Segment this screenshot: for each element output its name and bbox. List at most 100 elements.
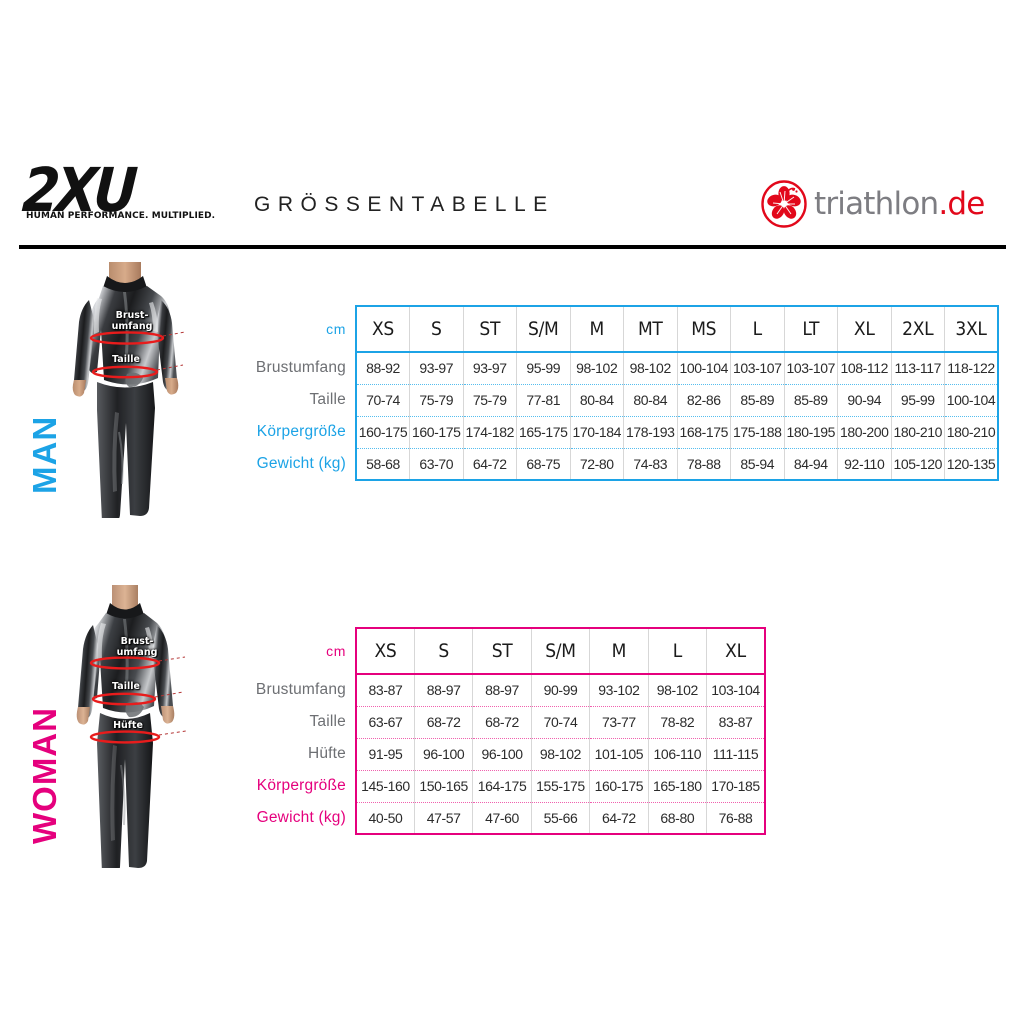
size-header-st: ST bbox=[462, 305, 517, 353]
cell-gewicht-kg-m: 72-80 bbox=[569, 447, 624, 481]
cell-taille-l: 78-82 bbox=[647, 705, 707, 738]
cell-k-rpergr-ße-xl: 170-185 bbox=[706, 769, 766, 802]
cell-k-rpergr-ße-2xl: 180-210 bbox=[890, 415, 945, 448]
size-header-xl: XL bbox=[837, 305, 891, 353]
partner-name-tld: .de bbox=[938, 186, 985, 222]
table-unit-label: cm bbox=[326, 321, 346, 337]
cell-gewicht-kg-xl: 76-88 bbox=[706, 801, 766, 835]
cell-brustumfang-lt: 103-107 bbox=[783, 351, 838, 384]
cell-k-rpergr-ße-l: 165-180 bbox=[647, 769, 707, 802]
table-header-row: cm XS S ST S/M M L XL bbox=[196, 627, 766, 675]
cell-brustumfang-l: 103-107 bbox=[730, 351, 784, 384]
cell-taille-s: 75-79 bbox=[409, 383, 463, 416]
cell-brustumfang-ms: 100-104 bbox=[676, 351, 731, 384]
cell-taille-s-m: 77-81 bbox=[516, 383, 570, 416]
cell-gewicht-kg-s-m: 55-66 bbox=[530, 801, 590, 835]
cell-brustumfang-l: 98-102 bbox=[647, 673, 707, 706]
cell-k-rpergr-ße-st: 164-175 bbox=[472, 769, 532, 802]
cell-brustumfang-s: 93-97 bbox=[409, 351, 463, 384]
woman-wetsuit-illustration bbox=[57, 585, 193, 868]
cell-taille-2xl: 95-99 bbox=[890, 383, 945, 416]
row-label-brustumfang: Brustumfang bbox=[255, 681, 346, 698]
cell-k-rpergr-ße-3xl: 180-210 bbox=[944, 415, 999, 448]
size-header-s-m: S/M bbox=[530, 627, 590, 675]
cell-gewicht-kg-m: 64-72 bbox=[589, 801, 649, 835]
cell-taille-s-m: 70-74 bbox=[530, 705, 590, 738]
size-table-woman: cm XS S ST S/M M L XL Brustumfang 83-87 88-97 88-97… bbox=[196, 627, 766, 835]
table-row: Hüfte 91-95 96-100 96-100 98-102 101-105 106-1… bbox=[196, 737, 766, 770]
cell-gewicht-kg-l: 85-94 bbox=[730, 447, 784, 481]
cell-k-rpergr-ße-xl: 180-200 bbox=[837, 415, 891, 448]
cell-brustumfang-xs: 88-92 bbox=[355, 351, 410, 384]
size-header-st: ST bbox=[472, 627, 532, 675]
cell-gewicht-kg-s: 47-57 bbox=[413, 801, 473, 835]
cell-brustumfang-xl: 108-112 bbox=[837, 351, 891, 384]
cell-gewicht-kg-lt: 84-94 bbox=[783, 447, 838, 481]
cell-taille-m: 80-84 bbox=[569, 383, 624, 416]
cell-gewicht-kg-3xl: 120-135 bbox=[944, 447, 999, 481]
cell-h-fte-l: 106-110 bbox=[647, 737, 707, 770]
cell-gewicht-kg-xs: 58-68 bbox=[355, 447, 410, 481]
brand-logo-2xu: 2XU HUMAN PERFORMANCE. MULTIPLIED. bbox=[20, 155, 232, 226]
cell-taille-m: 73-77 bbox=[589, 705, 649, 738]
cell-h-fte-xs: 91-95 bbox=[354, 737, 415, 770]
cell-k-rpergr-ße-mt: 178-193 bbox=[623, 415, 677, 448]
table-row: Körpergröße 160-175 160-175 174-182 165-175 1… bbox=[196, 415, 999, 448]
cell-taille-xs: 63-67 bbox=[354, 705, 415, 738]
row-label-k-rpergr-ße: Körpergröße bbox=[256, 423, 346, 440]
table-row: Brustumfang 88-92 93-97 93-97 95-99 98-102 98-… bbox=[196, 351, 999, 384]
row-label-gewicht-kg: Gewicht (kg) bbox=[256, 455, 346, 472]
cell-k-rpergr-ße-s: 160-175 bbox=[409, 415, 463, 448]
row-label-gewicht-kg: Gewicht (kg) bbox=[256, 809, 346, 826]
cell-taille-l: 85-89 bbox=[730, 383, 784, 416]
cell-taille-mt: 80-84 bbox=[623, 383, 677, 416]
table-row: Brustumfang 83-87 88-97 88-97 90-99 93-102 98-… bbox=[196, 673, 766, 706]
size-header-l: L bbox=[730, 305, 784, 353]
cell-k-rpergr-ße-xs: 145-160 bbox=[354, 769, 415, 802]
size-header-l: L bbox=[647, 627, 707, 675]
row-label-h-fte: Hüfte bbox=[307, 745, 346, 762]
cell-h-fte-xl: 111-115 bbox=[706, 737, 766, 770]
cell-brustumfang-m: 98-102 bbox=[569, 351, 624, 384]
table-unit-label: cm bbox=[326, 643, 346, 659]
cell-h-fte-s: 96-100 bbox=[413, 737, 473, 770]
size-header-m: M bbox=[569, 305, 624, 353]
cell-taille-xl: 90-94 bbox=[837, 383, 891, 416]
cell-brustumfang-m: 93-102 bbox=[589, 673, 649, 706]
cell-brustumfang-st: 93-97 bbox=[462, 351, 517, 384]
size-header-xs: XS bbox=[354, 627, 415, 675]
cell-taille-ms: 82-86 bbox=[676, 383, 731, 416]
cell-k-rpergr-ße-s-m: 155-175 bbox=[530, 769, 590, 802]
cell-k-rpergr-ße-l: 175-188 bbox=[730, 415, 784, 448]
partner-name-main: triathlon bbox=[814, 186, 939, 222]
table-row: Gewicht (kg) 40-50 47-57 47-60 55-66 64-72 68-… bbox=[196, 801, 766, 835]
cell-brustumfang-2xl: 113-117 bbox=[890, 351, 945, 384]
cell-k-rpergr-ße-m: 170-184 bbox=[569, 415, 624, 448]
cell-gewicht-kg-st: 64-72 bbox=[462, 447, 517, 481]
cell-brustumfang-s-m: 95-99 bbox=[516, 351, 570, 384]
size-header-2xl: 2XL bbox=[890, 305, 945, 353]
hibiscus-flower-icon bbox=[761, 180, 807, 228]
man-wetsuit-figure: Brust- umfang Taille bbox=[57, 262, 193, 518]
cell-k-rpergr-ße-xs: 160-175 bbox=[355, 415, 410, 448]
page-header: 2XU HUMAN PERFORMANCE. MULTIPLIED. GRÖSS… bbox=[0, 0, 1024, 250]
cell-h-fte-s-m: 98-102 bbox=[530, 737, 590, 770]
size-header-3xl: 3XL bbox=[944, 305, 999, 353]
size-header-ms: MS bbox=[676, 305, 731, 353]
table-row: Gewicht (kg) 58-68 63-70 64-72 68-75 72-80 74-… bbox=[196, 447, 999, 481]
size-header-lt: LT bbox=[783, 305, 838, 353]
row-label-taille: Taille bbox=[309, 713, 346, 730]
cell-taille-lt: 85-89 bbox=[783, 383, 838, 416]
cell-gewicht-kg-s: 63-70 bbox=[409, 447, 463, 481]
cell-gewicht-kg-l: 68-80 bbox=[647, 801, 707, 835]
size-header-s: S bbox=[413, 627, 473, 675]
cell-k-rpergr-ße-st: 174-182 bbox=[462, 415, 517, 448]
cell-taille-st: 75-79 bbox=[462, 383, 517, 416]
partner-logo-triathlon-de: triathlon.de bbox=[760, 180, 1000, 230]
cell-brustumfang-s: 88-97 bbox=[413, 673, 473, 706]
man-wetsuit-illustration bbox=[57, 262, 193, 518]
row-label-k-rpergr-ße: Körpergröße bbox=[256, 777, 346, 794]
header-divider bbox=[19, 245, 1006, 249]
size-header-s: S bbox=[409, 305, 463, 353]
cell-taille-xl: 83-87 bbox=[706, 705, 766, 738]
